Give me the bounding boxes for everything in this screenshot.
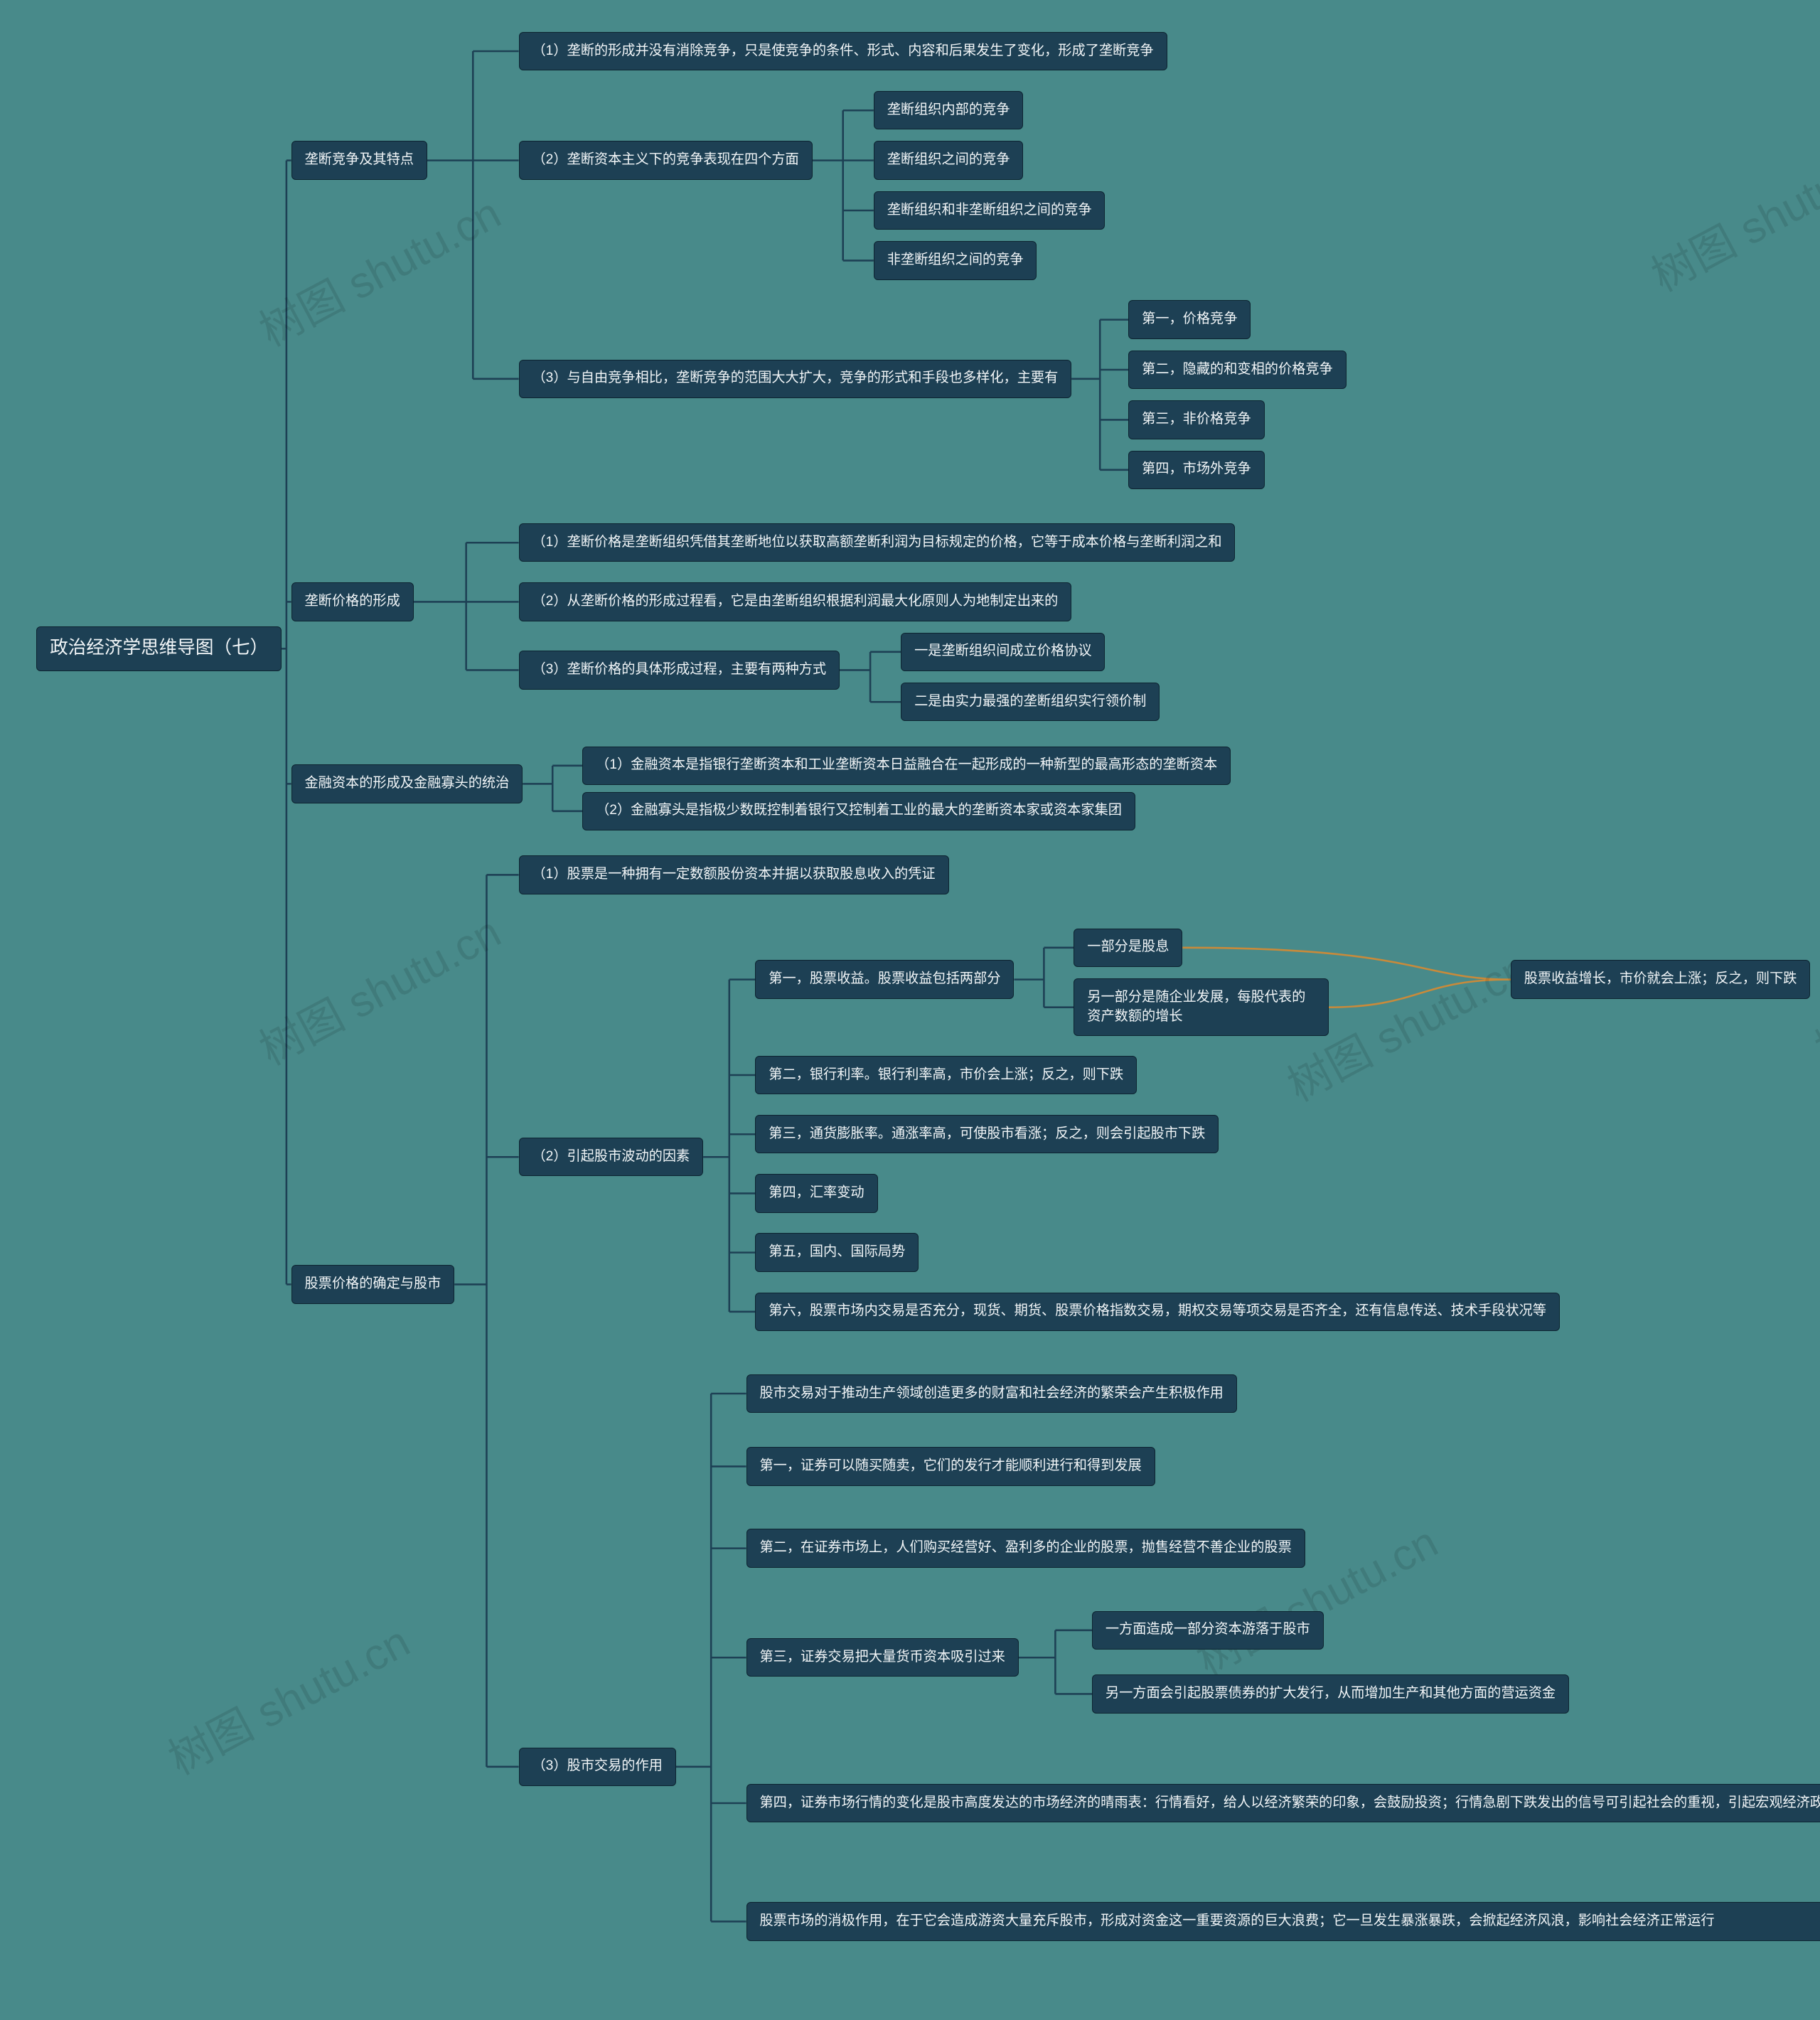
mindmap-node[interactable]: （1）金融资本是指银行垄断资本和工业垄断资本日益融合在一起形成的一种新型的最高形… <box>582 747 1231 785</box>
mindmap-node[interactable]: 第三，证券交易把大量货币资本吸引过来 <box>746 1638 1019 1677</box>
mindmap-node[interactable]: 第二，银行利率。银行利率高，市价会上涨；反之，则下跌 <box>755 1056 1137 1094</box>
mindmap-node[interactable]: 一方面造成一部分资本游落于股市 <box>1092 1611 1324 1650</box>
mindmap-root[interactable]: 政治经济学思维导图（七） <box>36 626 282 671</box>
mindmap-node[interactable]: 第四，汇率变动 <box>755 1174 877 1212</box>
mindmap-node[interactable]: 第二，在证券市场上，人们购买经营好、盈利多的企业的股票，抛售经营不善企业的股票 <box>746 1529 1305 1567</box>
mindmap-node[interactable]: 一部分是股息 <box>1074 929 1182 967</box>
mindmap-node[interactable]: 股票市场的消极作用，在于它会造成游资大量充斥股市，形成对资金这一重要资源的巨大浪… <box>746 1902 1820 1940</box>
mindmap-node[interactable]: 第三，非价格竞争 <box>1128 400 1264 439</box>
mindmap-node[interactable]: 另一方面会引起股票债券的扩大发行，从而增加生产和其他方面的营运资金 <box>1092 1674 1569 1713</box>
mindmap-node[interactable]: 第一，价格竞争 <box>1128 300 1251 338</box>
mindmap-node[interactable]: 第一，证券可以随买随卖，它们的发行才能顺利进行和得到发展 <box>746 1447 1155 1485</box>
mindmap-node[interactable]: 垄断组织内部的竞争 <box>874 91 1024 129</box>
mindmap-node[interactable]: （1）垄断的形成并没有消除竞争，只是使竞争的条件、形式、内容和后果发生了变化，形… <box>519 32 1167 70</box>
mindmap-node[interactable]: （2）金融寡头是指极少数既控制着银行又控制着工业的最大的垄断资本家或资本家集团 <box>582 792 1135 830</box>
mindmap-node[interactable]: 第三，通货膨胀率。通涨率高，可使股市看涨；反之，则会引起股市下跌 <box>755 1115 1219 1153</box>
mindmap-node[interactable]: 金融资本的形成及金融寡头的统治 <box>291 764 523 803</box>
mindmap-node[interactable]: （3）与自由竞争相比，垄断竞争的范围大大扩大，竞争的形式和手段也多样化，主要有 <box>519 360 1072 398</box>
mindmap-node[interactable]: 第五，国内、国际局势 <box>755 1233 919 1271</box>
mindmap-node[interactable]: 另一部分是随企业发展，每股代表的资产数额的增长 <box>1074 978 1328 1036</box>
mindmap-node[interactable]: 股票价格的确定与股市 <box>291 1265 455 1303</box>
mindmap-node[interactable]: 股票收益增长，市价就会上涨；反之，则下跌 <box>1511 960 1811 998</box>
mindmap-node[interactable]: 垄断竞争及其特点 <box>291 141 427 179</box>
mindmap-node[interactable]: （3）垄断价格的具体形成过程，主要有两种方式 <box>519 651 840 689</box>
mindmap-node[interactable]: 非垄断组织之间的竞争 <box>874 241 1037 279</box>
mindmap-node[interactable]: 第六，股票市场内交易是否充分，现货、期货、股票价格指数交易，期权交易等项交易是否… <box>755 1293 1560 1331</box>
watermark: 树图 shutu.cn <box>246 897 509 1077</box>
mindmap-node[interactable]: 垄断组织之间的竞争 <box>874 141 1024 179</box>
mindmap-node[interactable]: 第一，股票收益。股票收益包括两部分 <box>755 960 1014 998</box>
watermark: 树图 shutu.cn <box>246 178 509 358</box>
connector <box>1329 980 1511 1008</box>
mindmap-node[interactable]: 股市交易对于推动生产领域创造更多的财富和社会经济的繁荣会产生积极作用 <box>746 1374 1237 1413</box>
connector <box>1182 948 1510 980</box>
mindmap-node[interactable]: （1）股票是一种拥有一定数额股份资本并据以获取股息收入的凭证 <box>519 855 949 894</box>
mindmap-node[interactable]: （2）垄断资本主义下的竞争表现在四个方面 <box>519 141 813 179</box>
mindmap-node[interactable]: 第四，市场外竞争 <box>1128 451 1264 489</box>
watermark: 树图 shutu.cn <box>1639 124 1820 304</box>
mindmap-node[interactable]: （2）从垄断价格的形成过程看，它是由垄断组织根据利润最大化原则人为地制定出来的 <box>519 582 1072 621</box>
mindmap-node[interactable]: 垄断组织和非垄断组织之间的竞争 <box>874 191 1106 230</box>
connector-layer <box>0 0 1820 2020</box>
mindmap-node[interactable]: 二是由实力最强的垄断组织实行领价制 <box>901 683 1160 721</box>
watermark: 树图 shutu.cn <box>155 1607 418 1787</box>
mindmap-node[interactable]: 一是垄断组织间成立价格协议 <box>901 633 1105 671</box>
mindmap-node[interactable]: （2）引起股市波动的因素 <box>519 1138 704 1176</box>
mindmap-node[interactable]: （1）垄断价格是垄断组织凭借其垄断地位以获取高额垄断利润为目标规定的价格，它等于… <box>519 523 1236 562</box>
mindmap-node[interactable]: 第二，隐藏的和变相的价格竞争 <box>1128 351 1346 389</box>
mindmap-node[interactable]: 第四，证券市场行情的变化是股市高度发达的市场经济的晴雨表：行情看好，给人以经济繁… <box>746 1784 1820 1822</box>
mindmap-node[interactable]: 垄断价格的形成 <box>291 582 414 621</box>
mindmap-node[interactable]: （3）股市交易的作用 <box>519 1748 676 1786</box>
mindmap-canvas: 树图 shutu.cn 树图 shutu.cn 树图 shutu.cn 树图 shut… <box>0 0 1820 2020</box>
